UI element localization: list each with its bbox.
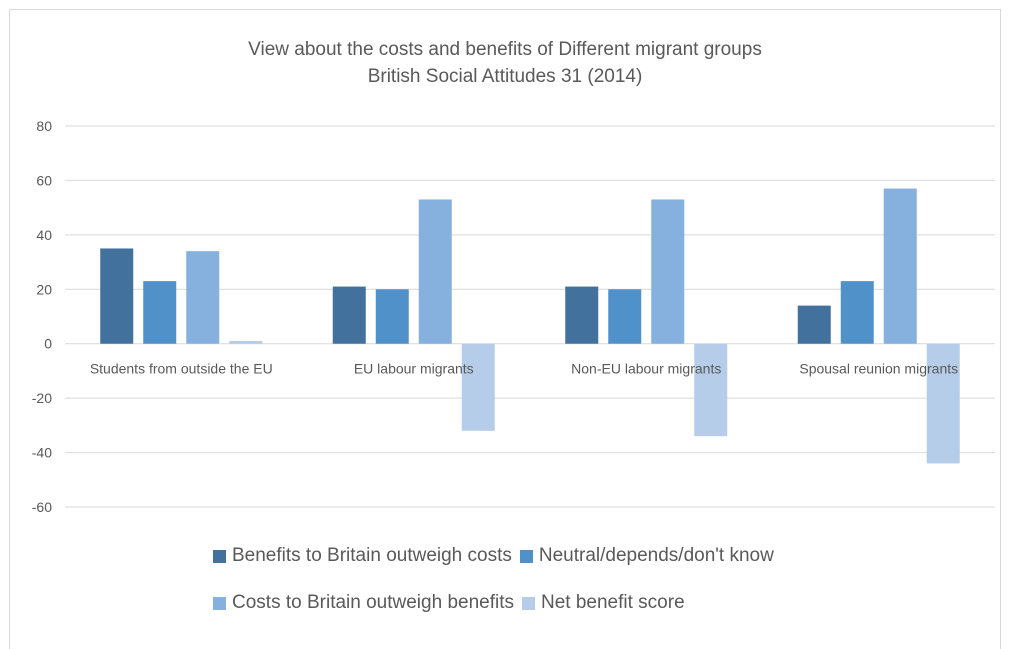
- y-tick-label: 20: [36, 281, 52, 297]
- bar: [461, 343, 495, 431]
- chart-subtitle: British Social Attitudes 31 (2014): [367, 66, 643, 87]
- y-tick-label: -20: [32, 390, 52, 406]
- bar: [694, 343, 728, 437]
- legend-swatch: [213, 596, 226, 610]
- legend-label: Neutral/depends/don't know: [538, 545, 774, 566]
- legend-item: Net benefit score: [522, 592, 685, 614]
- bar: [229, 340, 263, 344]
- y-tick-label: 0: [44, 336, 52, 352]
- x-category-label: Non-EU labour migrants: [571, 361, 721, 377]
- y-tick-label: 40: [36, 227, 52, 243]
- bar: [143, 281, 177, 344]
- bar: [418, 199, 452, 344]
- x-category-label: EU labour migrants: [354, 361, 474, 377]
- y-tick-label: 60: [36, 172, 52, 188]
- bar: [100, 248, 134, 344]
- legend-label: Net benefit score: [541, 592, 685, 613]
- x-category-label: Spousal reunion migrants: [799, 361, 958, 377]
- bar: [186, 251, 220, 344]
- bar: [651, 199, 685, 344]
- bar: [332, 286, 366, 344]
- legend-item: Benefits to Britain outweigh costs: [213, 545, 512, 567]
- chart-plot: 80 60 40 20 0 -20 -40 -60 Students from outside …: [32, 118, 995, 515]
- y-tick-label: -60: [32, 499, 52, 515]
- y-tick-label: -40: [32, 445, 52, 461]
- legend-swatch: [213, 549, 226, 563]
- bar: [608, 289, 642, 344]
- bar: [840, 281, 874, 344]
- legend-label: Costs to Britain outweigh benefits: [232, 592, 514, 613]
- y-tick-label: 80: [36, 118, 52, 134]
- legend-row-2: Costs to Britain outweigh benefits Net b…: [213, 592, 693, 614]
- bar: [926, 343, 960, 464]
- chart-title: View about the costs and benefits of Dif…: [248, 39, 762, 60]
- legend-item: Costs to Britain outweigh benefits: [213, 592, 514, 614]
- bar: [375, 289, 409, 344]
- legend-swatch: [519, 549, 533, 563]
- chart-frame: [9, 9, 1001, 649]
- x-category-label: Students from outside the EU: [90, 361, 273, 377]
- legend-swatch: [522, 596, 535, 610]
- bar: [565, 286, 599, 344]
- bar: [797, 305, 831, 344]
- legend-label: Benefits to Britain outweigh costs: [232, 545, 512, 566]
- legend-row-1: Benefits to Britain outweigh costs Neutr…: [213, 545, 782, 567]
- bar: [883, 188, 917, 344]
- legend-item: Neutral/depends/don't know: [519, 545, 774, 567]
